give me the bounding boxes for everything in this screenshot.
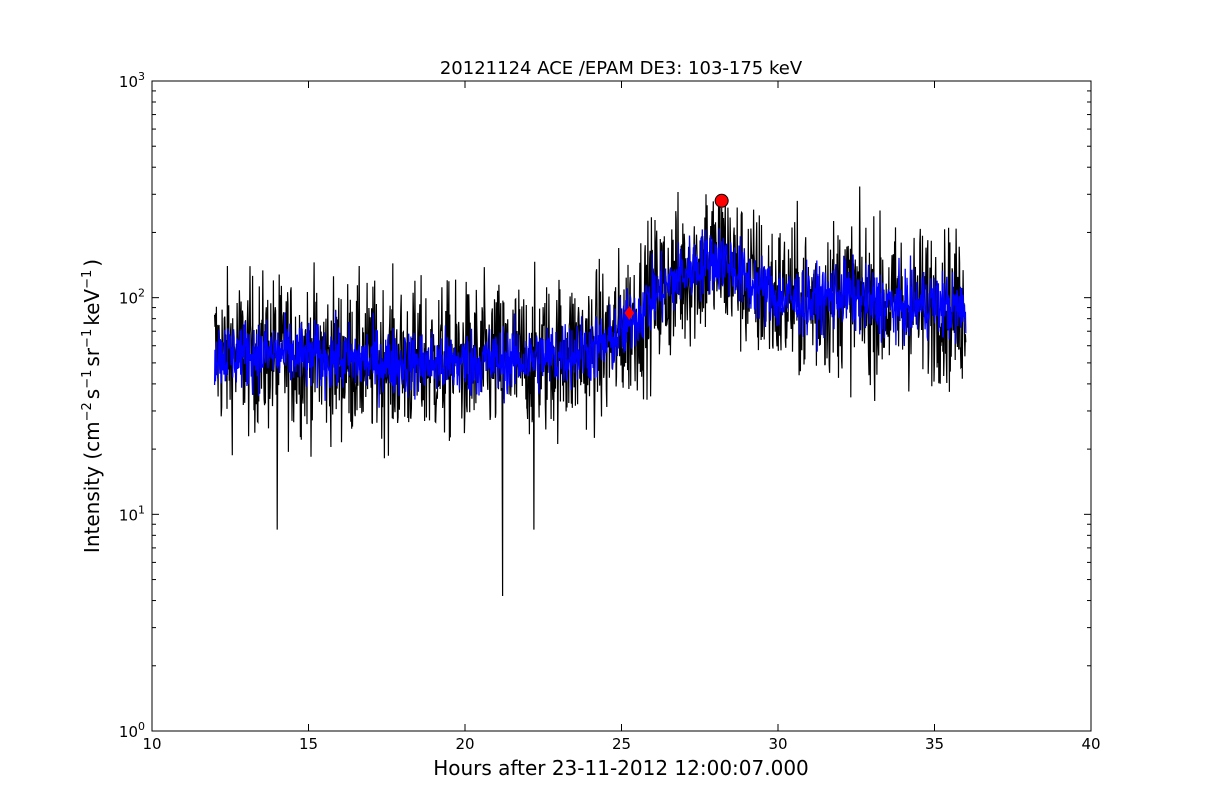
y-tick-label-exponent: 1 — [138, 503, 145, 516]
y-tick-label: 102 — [119, 287, 145, 308]
y-tick-label: 101 — [119, 503, 145, 524]
y-axis-label-prefix: Intensity (cm — [80, 421, 104, 553]
y-axis-label-exp: −1 — [80, 329, 95, 348]
y-tick-label-base: 10 — [119, 73, 138, 91]
plot-content — [213, 186, 967, 597]
x-axis-label: Hours after 23-11-2012 12:00:07.000 — [433, 756, 809, 780]
y-tick-label-base: 10 — [119, 723, 138, 741]
y-tick-label: 100 — [119, 720, 145, 741]
onset-marker — [624, 306, 635, 320]
y-axis-label-exp: −1 — [80, 270, 95, 289]
y-axis-label-exp: −1 — [80, 370, 95, 389]
x-tick-label: 35 — [925, 735, 944, 753]
x-tick-label: 10 — [142, 735, 161, 753]
x-tick-label: 15 — [299, 735, 318, 753]
peak-marker — [714, 193, 729, 208]
y-tick-label-base: 10 — [119, 506, 138, 524]
chart-title: 20121124 ACE /EPAM DE3: 103-175 keV — [440, 58, 803, 79]
y-tick-label-exponent: 2 — [138, 287, 145, 300]
y-axis-label-exp: −2 — [80, 402, 95, 421]
y-tick-label-base: 10 — [119, 290, 138, 308]
y-axis-label-suffix: ) — [80, 259, 104, 267]
series-line-2 — [213, 228, 967, 408]
y-axis-label-unit: sr — [80, 347, 104, 366]
y-tick-label-exponent: 0 — [138, 720, 145, 733]
y-tick-label: 103 — [119, 70, 145, 91]
x-tick-label: 25 — [612, 735, 631, 753]
y-axis-label-unit: s — [80, 389, 104, 399]
y-tick-label-exponent: 3 — [138, 70, 145, 83]
x-tick-label: 20 — [455, 735, 474, 753]
x-tick-label: 40 — [1081, 735, 1100, 753]
y-axis-label-unit: keV — [80, 289, 104, 326]
axis-ticks — [151, 80, 1092, 732]
y-axis-label: Intensity (cm−2s−1sr−1keV−1) — [80, 259, 104, 553]
x-tick-label: 30 — [768, 735, 787, 753]
